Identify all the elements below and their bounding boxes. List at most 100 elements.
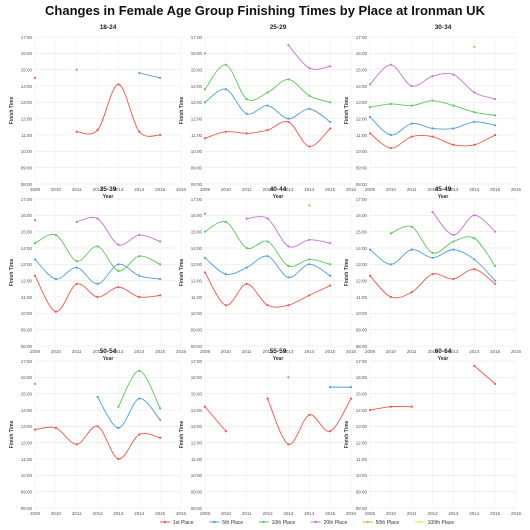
data-point-1st-place [138, 433, 141, 436]
data-point-1st-place [494, 382, 497, 385]
y-tick-label: 15:00 [191, 391, 203, 396]
x-tick-label: 2014 [469, 349, 480, 354]
y-tick-label: 10:00 [191, 311, 203, 316]
data-point-1st-place [329, 284, 332, 287]
y-tick-label: 15:00 [191, 229, 203, 234]
panel-title: 30-34 [435, 24, 452, 31]
data-point-1st-place [473, 364, 476, 367]
data-point-1st-place [410, 405, 413, 408]
data-point-10th-place [117, 269, 120, 272]
data-point-5th-place [368, 115, 372, 119]
data-point-5th-place [117, 426, 120, 430]
legend-marker-100th-place [418, 520, 421, 524]
y-tick-label: 10:00 [356, 311, 368, 316]
y-tick-label: 10:00 [356, 149, 368, 154]
y-tick-label: 09:00 [191, 327, 203, 332]
data-point-10th-place [389, 232, 392, 235]
data-point-5th-place [138, 274, 141, 277]
y-tick-label: 09:00 [191, 489, 203, 494]
data-point-5th-place [138, 397, 141, 400]
x-tick-label: 2016 [511, 349, 522, 354]
data-point-1st-place [117, 286, 120, 289]
data-point-5th-place [266, 255, 269, 258]
y-tick-label: 16:00 [21, 213, 33, 218]
x-tick-label: 2016 [176, 511, 187, 515]
y-tick-label: 13:00 [356, 262, 368, 267]
data-point-5th-place [203, 256, 207, 259]
data-point-10th-place [473, 111, 476, 114]
data-point-1st-place [431, 135, 434, 138]
x-tick-label: 2011 [242, 349, 252, 354]
y-tick-label: 17:00 [21, 35, 33, 40]
data-point-5th-place [431, 127, 434, 130]
data-point-1st-place [159, 436, 162, 439]
panel-title: 40-44 [270, 186, 287, 193]
panel-30-34: 30-34 08:00 09:00 10:00 11:00 12:00 13:00 14:00… [344, 24, 522, 200]
data-point-5th-place [452, 248, 455, 251]
data-point-5th-place [96, 282, 99, 286]
panel-35-39: 35-39 08:00 09:00 10:00 11:00 12:00 13:00 14:00… [9, 186, 187, 362]
x-axis-label: Year [273, 356, 284, 362]
x-tick-label: 2012 [263, 511, 274, 515]
data-point-5th-place [410, 122, 413, 125]
y-tick-label: 12:00 [356, 278, 368, 283]
data-point-10th-place [452, 104, 455, 107]
data-point-5th-place [349, 386, 353, 389]
data-point-1st-place [138, 130, 141, 133]
panel-title: 45-49 [435, 186, 452, 193]
data-point-1st-place [287, 120, 290, 124]
data-point-10th-place [138, 255, 141, 258]
y-axis-label: Finish Time [9, 420, 15, 448]
y-tick-label: 11:00 [191, 457, 202, 462]
y-tick-label: 08:00 [191, 506, 203, 511]
data-point-1st-place [266, 304, 269, 307]
y-axis-label: Finish Time [179, 96, 185, 124]
y-tick-label: 17:00 [356, 35, 368, 40]
data-point-5th-place [287, 276, 290, 279]
data-point-5th-place [329, 274, 332, 277]
data-point-1st-place [329, 127, 332, 130]
y-tick-label: 17:00 [356, 359, 368, 364]
data-point-1st-place [224, 130, 227, 133]
data-point-1st-place [287, 304, 290, 307]
y-tick-label: 17:00 [191, 359, 203, 364]
y-tick-label: 16:00 [191, 51, 203, 56]
x-tick-label: 2015 [155, 349, 166, 354]
panel-title: 18-24 [100, 24, 117, 31]
series-line-20th-place [432, 211, 496, 236]
y-tick-label: 11:00 [356, 295, 367, 300]
y-tick-label: 11:00 [21, 295, 32, 300]
y-tick-label: 09:00 [21, 165, 33, 170]
y-tick-label: 13:00 [191, 424, 203, 429]
x-tick-label: 2009 [365, 349, 376, 354]
x-tick-label: 2010 [221, 187, 232, 192]
data-point-5th-place [96, 395, 99, 399]
y-tick-label: 15:00 [191, 67, 203, 72]
data-point-20th-place [473, 214, 476, 217]
y-axis-label: Finish Time [344, 258, 350, 286]
y-tick-label: 09:00 [21, 489, 33, 494]
legend-marker-1st-place [163, 520, 167, 524]
y-tick-label: 08:00 [356, 506, 368, 511]
data-point-10th-place [159, 263, 162, 266]
x-tick-label: 2011 [242, 187, 252, 192]
data-point-1st-place [389, 146, 392, 150]
y-tick-label: 13:00 [191, 262, 203, 267]
panel-60-64: 60-64 08:00 09:00 10:00 11:00 12:00 13:00 14:00… [344, 348, 522, 515]
data-point-1st-place [75, 443, 78, 446]
panel-55-59: 55-59 08:00 09:00 10:00 11:00 12:00 13:00 14:00… [179, 348, 357, 515]
data-point-5th-place [431, 256, 434, 259]
y-tick-label: 15:00 [356, 391, 368, 396]
panel-title: 25-29 [270, 24, 287, 31]
y-tick-label: 10:00 [356, 473, 368, 478]
data-point-1st-place [33, 428, 37, 431]
y-tick-label: 08:00 [356, 344, 368, 349]
data-point-20th-place [452, 73, 455, 76]
data-point-1st-place [159, 294, 162, 297]
x-tick-label: 2009 [30, 349, 41, 354]
data-point-1st-place [203, 271, 207, 274]
data-point-1st-place [117, 457, 120, 461]
series-line-10th-place [390, 225, 496, 267]
x-tick-label: 2014 [469, 511, 480, 515]
data-point-1st-place [473, 143, 476, 146]
